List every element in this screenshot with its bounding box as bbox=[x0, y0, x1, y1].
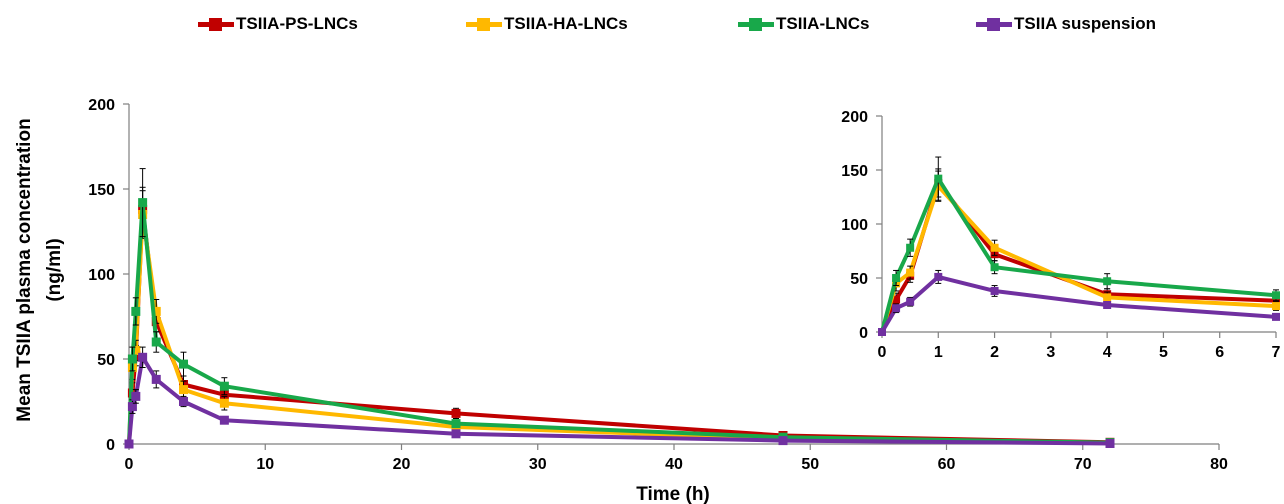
inset-series-line-tsiia-ps-lncs bbox=[880, 180, 1277, 333]
legend-label-suspension: TSIIA suspension bbox=[1014, 14, 1157, 33]
main-x-tick-label: 50 bbox=[801, 456, 819, 473]
legend-swatch-lncs bbox=[738, 17, 774, 31]
main-data-point-tsiia-lncs bbox=[451, 419, 461, 429]
main-data-point-tsiia-suspension bbox=[778, 436, 788, 446]
inset-data-point-tsiia-suspension bbox=[990, 286, 999, 295]
main-data-point-tsiia-suspension bbox=[138, 352, 148, 362]
inset-data-point-tsiia-lncs bbox=[906, 243, 915, 252]
legend-item-ha-lncs: TSIIA-HA-LNCs bbox=[466, 6, 628, 42]
inset-data-point-tsiia-suspension bbox=[1103, 301, 1112, 309]
y-axis-title-line2: (ng/ml) bbox=[44, 238, 65, 301]
inset-data-point-tsiia-lncs bbox=[990, 263, 999, 272]
inset-y-tick-label: 0 bbox=[859, 325, 868, 342]
inset-y-tick-label: 50 bbox=[850, 271, 868, 288]
main-data-point-tsiia-lncs bbox=[131, 306, 141, 316]
legend-swatch-suspension bbox=[976, 17, 1012, 31]
main-x-tick-label: 0 bbox=[125, 456, 134, 473]
main-data-point-tsiia-suspension bbox=[127, 402, 137, 412]
inset-x-tick-label: 3 bbox=[1046, 344, 1055, 361]
main-y-tick-label: 100 bbox=[88, 267, 115, 284]
main-y-tick-label: 50 bbox=[97, 352, 115, 369]
main-x-tick-label: 20 bbox=[393, 456, 411, 473]
inset-chart: 0 50 100 150 200 0 1 2 3 4 5 6 7 bbox=[841, 109, 1280, 361]
inset-x-tick-label: 5 bbox=[1159, 344, 1168, 361]
main-data-point-tsiia-suspension bbox=[219, 415, 229, 425]
inset-series-line-tsiia-ha-lncs bbox=[880, 184, 1277, 333]
inset-data-point-tsiia-ha-lncs bbox=[1103, 293, 1112, 302]
inset-data-point-tsiia-ps-lncs bbox=[892, 295, 901, 304]
x-axis-title: Time (h) bbox=[636, 484, 710, 504]
inset-y-tick-label: 100 bbox=[841, 217, 868, 234]
main-y-tick-label: 150 bbox=[88, 182, 115, 199]
main-data-point-tsiia-ha-lncs bbox=[151, 306, 161, 316]
inset-data-point-tsiia-suspension bbox=[906, 297, 915, 306]
inset-data-point-tsiia-ha-lncs bbox=[906, 268, 915, 277]
main-data-point-tsiia-suspension bbox=[151, 374, 161, 384]
inset-x-tick-label: 0 bbox=[878, 344, 887, 361]
inset-x-tick-label: 7 bbox=[1272, 344, 1281, 361]
chart-legend: TSIIA-PS-LNCs TSIIA-HA-LNCs TSIIA-LNCs T… bbox=[0, 6, 1284, 42]
main-data-point-tsiia-ps-lncs bbox=[451, 408, 461, 418]
main-data-point-tsiia-suspension bbox=[131, 391, 141, 401]
main-series-line-tsiia-suspension bbox=[127, 355, 1111, 446]
main-data-point-tsiia-lncs bbox=[127, 354, 137, 364]
main-x-tick-label: 30 bbox=[529, 456, 547, 473]
legend-label-lncs: TSIIA-LNCs bbox=[776, 14, 870, 33]
main-x-tick-label: 80 bbox=[1210, 456, 1228, 473]
main-x-tick-label: 40 bbox=[665, 456, 683, 473]
legend-label-ps-lncs: TSIIA-PS-LNCs bbox=[236, 14, 358, 33]
main-data-point-tsiia-suspension bbox=[451, 429, 461, 439]
main-series-line-tsiia-lncs bbox=[127, 200, 1111, 445]
main-data-point-tsiia-lncs bbox=[179, 359, 188, 369]
main-x-tick-label: 60 bbox=[938, 456, 956, 473]
inset-data-point-tsiia-ha-lncs bbox=[990, 243, 999, 252]
main-data-point-tsiia-lncs bbox=[138, 198, 148, 208]
inset-y-tick-label: 200 bbox=[841, 109, 868, 126]
inset-data-point-tsiia-lncs bbox=[892, 274, 901, 282]
inset-data-point-tsiia-ha-lncs bbox=[1272, 302, 1280, 311]
main-data-point-tsiia-lncs bbox=[219, 381, 229, 391]
main-series-line-tsiia-ha-lncs bbox=[127, 212, 1111, 446]
legend-item-suspension: TSIIA suspension bbox=[976, 6, 1156, 42]
main-x-tick-label: 70 bbox=[1074, 456, 1092, 473]
inset-data-point-tsiia-suspension bbox=[934, 272, 943, 281]
inset-data-point-tsiia-suspension bbox=[878, 328, 886, 336]
main-data-point-tsiia-suspension bbox=[179, 397, 188, 406]
inset-y-tick-label: 150 bbox=[841, 163, 868, 180]
inset-data-point-tsiia-suspension bbox=[1272, 312, 1280, 321]
main-y-tick-label: 0 bbox=[106, 437, 115, 454]
inset-x-tick-label: 1 bbox=[934, 344, 943, 361]
legend-swatch-ha-lncs bbox=[466, 17, 502, 31]
inset-x-tick-label: 2 bbox=[990, 344, 999, 361]
main-data-point-tsiia-ha-lncs bbox=[179, 385, 188, 395]
legend-item-ps-lncs: TSIIA-PS-LNCs bbox=[198, 6, 358, 42]
legend-label-ha-lncs: TSIIA-HA-LNCs bbox=[504, 14, 628, 33]
inset-data-point-tsiia-suspension bbox=[892, 304, 901, 313]
inset-data-point-tsiia-lncs bbox=[1103, 277, 1112, 286]
main-x-tick-label: 10 bbox=[256, 456, 274, 473]
main-data-point-tsiia-suspension bbox=[124, 439, 134, 449]
main-data-point-tsiia-ha-lncs bbox=[131, 346, 141, 355]
inset-x-tick-label: 4 bbox=[1103, 344, 1112, 361]
inset-data-point-tsiia-lncs bbox=[934, 174, 943, 183]
y-axis-title-line1: Mean TSIIA plasma concentration bbox=[14, 118, 35, 421]
inset-data-point-tsiia-lncs bbox=[1272, 291, 1280, 300]
inset-x-tick-label: 6 bbox=[1215, 344, 1224, 361]
main-y-tick-label: 200 bbox=[88, 97, 115, 114]
main-data-point-tsiia-suspension bbox=[1105, 438, 1115, 448]
main-data-point-tsiia-ha-lncs bbox=[219, 398, 229, 408]
legend-item-lncs: TSIIA-LNCs bbox=[738, 6, 870, 42]
legend-swatch-ps-lncs bbox=[198, 17, 234, 31]
main-data-point-tsiia-lncs bbox=[151, 337, 161, 347]
